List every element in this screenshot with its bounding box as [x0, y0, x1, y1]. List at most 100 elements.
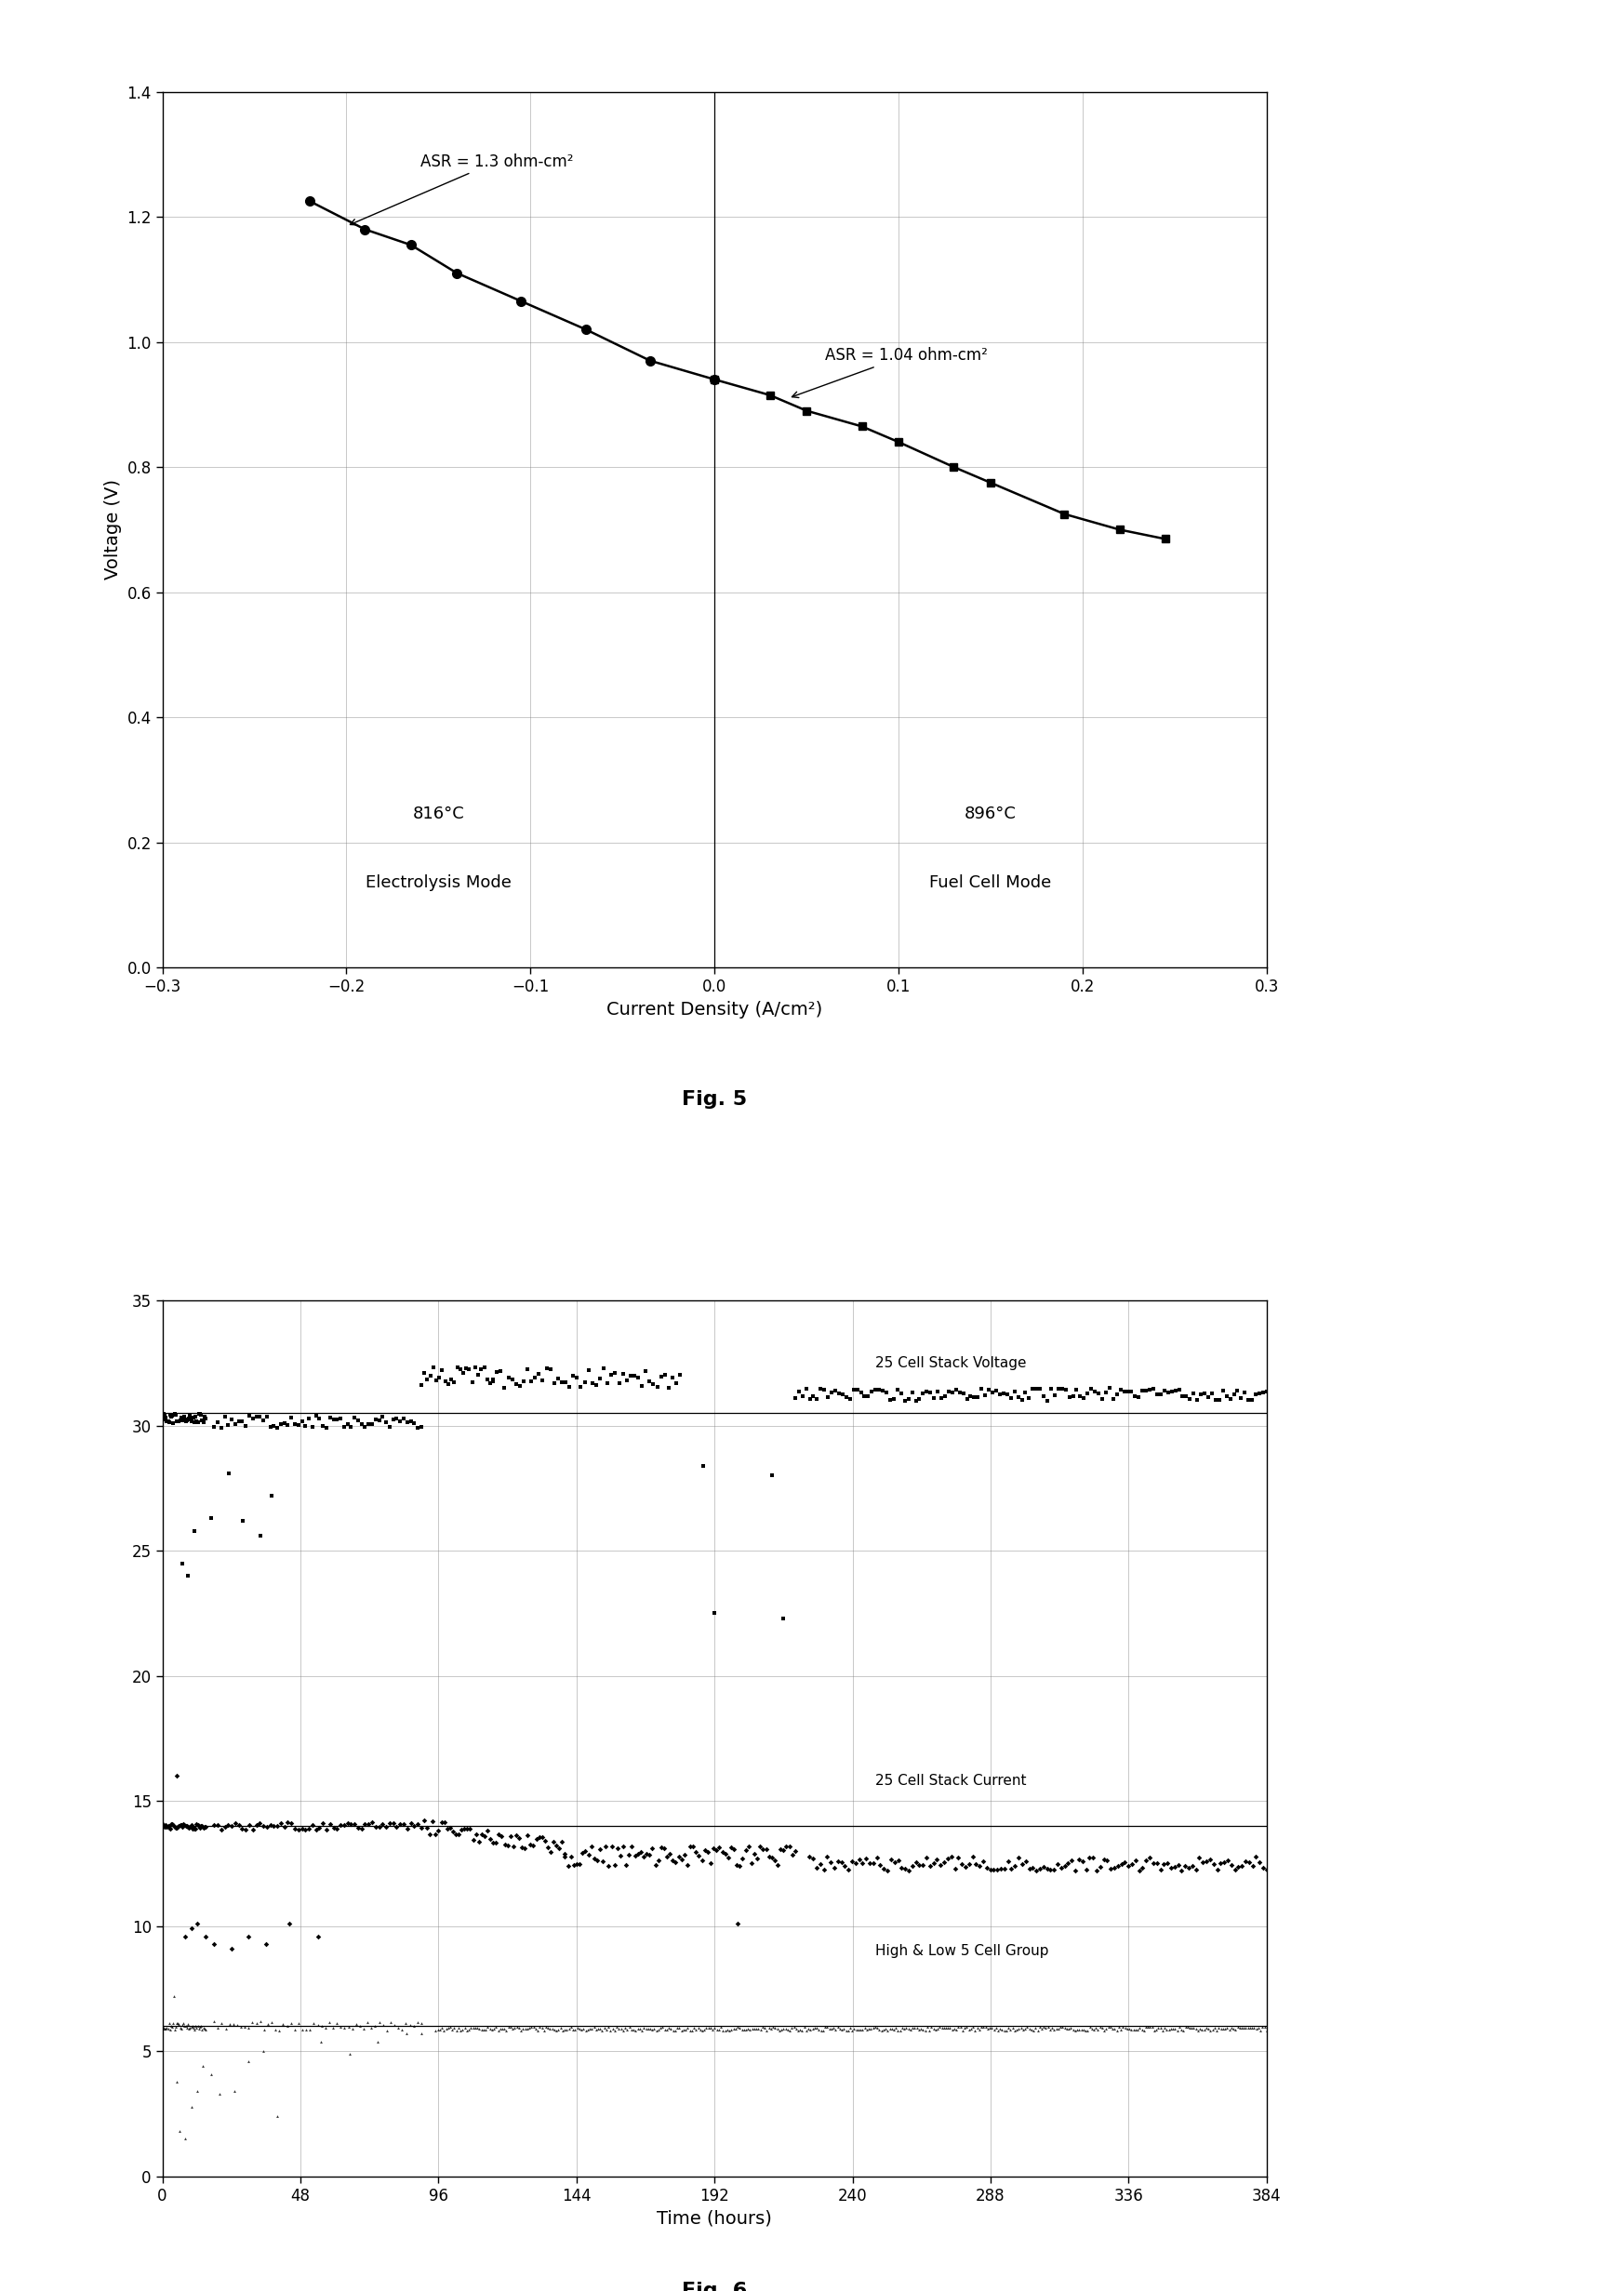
- Point: [780, 2009, 806, 2046]
- Point: [564, 1844, 590, 1881]
- Point: [1125, 1379, 1151, 1416]
- Point: [179, 1810, 205, 1847]
- Point: [680, 1828, 706, 1865]
- Point: [187, 2009, 213, 2046]
- Point: [1062, 2011, 1088, 2048]
- Point: [166, 2005, 192, 2041]
- Point: [169, 1808, 195, 1844]
- Point: [1234, 2009, 1260, 2046]
- Point: [1104, 2011, 1130, 2048]
- Point: [628, 1833, 654, 1869]
- Point: [365, 2005, 391, 2041]
- Point: [679, 2011, 705, 2048]
- Point: [708, 2009, 734, 2046]
- Point: [851, 1377, 877, 1414]
- Point: [913, 1840, 939, 1876]
- Point: [1252, 2009, 1278, 2046]
- Point: [205, 1808, 231, 1844]
- Point: [523, 2011, 549, 2048]
- Point: [901, 2009, 927, 2046]
- Point: [994, 1377, 1020, 1414]
- Point: [861, 1844, 887, 1881]
- Point: [387, 1805, 412, 1842]
- Point: [836, 1381, 862, 1418]
- Point: [167, 1808, 193, 1844]
- Point: [533, 1824, 559, 1860]
- Point: [455, 1810, 481, 1847]
- Point: [1174, 2009, 1200, 2046]
- Point: [304, 1810, 330, 1847]
- Point: [872, 2009, 898, 2046]
- Point: [1002, 1847, 1028, 1883]
- Point: [640, 1831, 666, 1867]
- Point: [1182, 2009, 1208, 2046]
- Point: [677, 2011, 703, 2048]
- Point: [888, 1849, 914, 1885]
- Point: [983, 2009, 1009, 2046]
- Point: [1215, 2009, 1241, 2046]
- Point: [429, 2009, 455, 2046]
- Point: [825, 2009, 851, 2046]
- Point: [523, 1821, 549, 1858]
- Point: [1200, 1844, 1226, 1881]
- Point: [153, 2009, 179, 2046]
- Point: [633, 2011, 659, 2048]
- Point: [797, 1381, 823, 1418]
- Point: [153, 1400, 179, 1436]
- Point: [161, 2011, 187, 2048]
- Point: [193, 1918, 219, 1954]
- Point: [892, 1851, 918, 1888]
- Point: [1109, 2009, 1135, 2046]
- Point: [849, 1844, 875, 1881]
- Point: [385, 2009, 411, 2046]
- Point: [1158, 1849, 1184, 1885]
- Point: [900, 2009, 926, 2046]
- Point: [1202, 1381, 1228, 1418]
- Point: [149, 1805, 175, 1842]
- Point: [997, 1379, 1023, 1416]
- Point: [716, 2011, 742, 2048]
- Point: [950, 1375, 976, 1411]
- Point: [1002, 1372, 1028, 1409]
- Point: [1023, 1851, 1049, 1888]
- Point: [947, 2009, 973, 2046]
- Point: [870, 1851, 896, 1888]
- Point: [1254, 2011, 1280, 2048]
- Point: [575, 1835, 601, 1872]
- Point: [162, 1398, 188, 1434]
- Point: [398, 1805, 424, 1842]
- Point: [184, 1805, 209, 1842]
- Point: [599, 1828, 625, 1865]
- Point: [507, 1819, 533, 1856]
- Point: [633, 1835, 659, 1872]
- Point: [1108, 2011, 1134, 2048]
- Point: [698, 2009, 724, 2046]
- Point: [169, 2007, 195, 2044]
- Point: [1039, 2009, 1065, 2046]
- Point: [835, 2011, 861, 2048]
- Point: [432, 1363, 458, 1400]
- Point: [932, 2009, 958, 2046]
- Point: [235, 1918, 261, 1954]
- Point: [729, 1840, 755, 1876]
- Point: [568, 2011, 594, 2048]
- Point: [154, 1810, 180, 1847]
- Point: [1181, 2009, 1207, 2046]
- Point: [611, 1356, 637, 1393]
- Point: [421, 1349, 447, 1386]
- Point: [1221, 1851, 1247, 1888]
- Point: [1143, 1377, 1169, 1414]
- Point: [555, 2009, 581, 2046]
- Point: [270, 2005, 296, 2041]
- Point: [401, 1808, 427, 1844]
- Point: [1210, 1372, 1236, 1409]
- Point: [567, 1847, 593, 1883]
- Point: [1070, 2011, 1096, 2048]
- Point: [1239, 1847, 1265, 1883]
- Point: [468, 2011, 494, 2048]
- Point: [450, 1354, 476, 1391]
- Point: [560, 1359, 586, 1395]
- Point: [654, 1840, 680, 1876]
- Point: [1210, 2011, 1236, 2048]
- Point: [193, 1400, 219, 1436]
